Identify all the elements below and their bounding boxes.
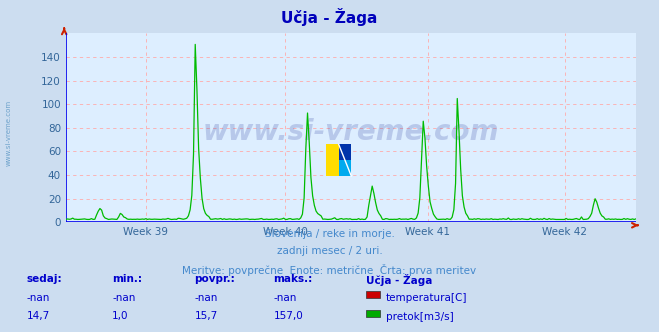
Text: -nan: -nan — [112, 293, 135, 303]
Text: min.:: min.: — [112, 274, 142, 284]
Text: pretok[m3/s]: pretok[m3/s] — [386, 312, 453, 322]
Text: 157,0: 157,0 — [273, 311, 303, 321]
Text: temperatura[C]: temperatura[C] — [386, 293, 467, 303]
Text: Učja - Žaga: Učja - Žaga — [366, 274, 432, 286]
Text: sedaj:: sedaj: — [26, 274, 62, 284]
Text: Učja - Žaga: Učja - Žaga — [281, 8, 378, 26]
Text: -nan: -nan — [194, 293, 217, 303]
Text: Meritve: povprečne  Enote: metrične  Črta: prva meritev: Meritve: povprečne Enote: metrične Črta:… — [183, 264, 476, 276]
Text: 1,0: 1,0 — [112, 311, 129, 321]
Text: www.si-vreme.com: www.si-vreme.com — [203, 118, 499, 146]
Text: 15,7: 15,7 — [194, 311, 217, 321]
Text: 14,7: 14,7 — [26, 311, 49, 321]
Text: povpr.:: povpr.: — [194, 274, 235, 284]
Text: www.si-vreme.com: www.si-vreme.com — [5, 100, 12, 166]
Text: Slovenija / reke in morje.: Slovenija / reke in morje. — [264, 229, 395, 239]
Text: -nan: -nan — [26, 293, 49, 303]
Text: zadnji mesec / 2 uri.: zadnji mesec / 2 uri. — [277, 246, 382, 256]
Text: -nan: -nan — [273, 293, 297, 303]
Text: maks.:: maks.: — [273, 274, 313, 284]
